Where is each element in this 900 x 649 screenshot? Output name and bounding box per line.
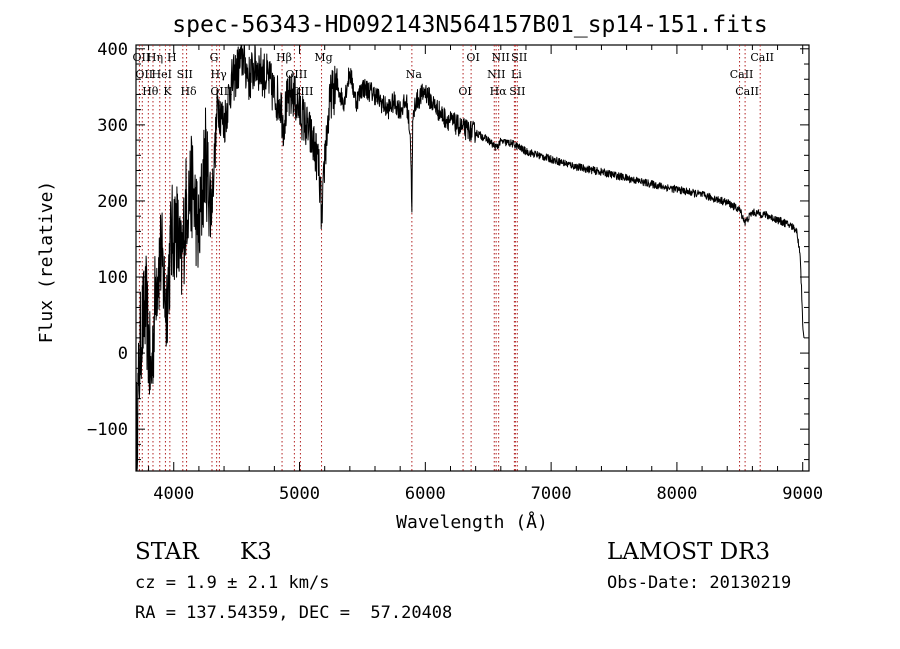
line-marker-label: OII: [135, 68, 153, 81]
spectrum-line: [135, 44, 805, 472]
line-marker-label: SII: [177, 68, 193, 81]
x-tick-label: 4000: [153, 484, 194, 504]
object-class: STAR: [135, 539, 199, 565]
line-marker-label: SII: [509, 85, 525, 98]
object-subclass: K3: [240, 539, 272, 565]
line-marker-label: Hη: [147, 51, 163, 64]
x-tick-label: 8000: [656, 484, 697, 504]
line-marker-label: K: [163, 85, 172, 98]
x-tick-label: 5000: [279, 484, 320, 504]
axis-ticks: 4000 5000 6000 7000 8000 9000 −100 0 100 200 300 40…: [87, 40, 823, 504]
coordinates: RA = 137.54359, DEC = 57.20408: [135, 603, 453, 623]
line-marker-label: Mg: [314, 51, 332, 64]
line-marker-label: CaII: [750, 51, 774, 64]
y-tick-label: 300: [97, 116, 128, 136]
chart-title: spec-56343-HD092143N564157B01_sp14-151.f…: [172, 12, 767, 38]
x-tick-label: 7000: [531, 484, 572, 504]
line-marker-label: H: [167, 51, 177, 64]
x-tick-label: 9000: [782, 484, 823, 504]
line-marker-label: OI: [466, 51, 479, 64]
line-marker-label: Hα: [490, 85, 508, 98]
data-layer: [135, 44, 805, 472]
plot-frame: [135, 44, 810, 472]
line-marker-label: Hθ: [142, 85, 159, 98]
line-marker-label: CaII: [730, 68, 754, 81]
line-marker-label: Hβ: [276, 51, 292, 64]
y-axis-label: Flux (relative): [36, 181, 57, 344]
y-tick-label: 0: [118, 344, 128, 364]
y-tick-label: 200: [97, 192, 128, 212]
x-tick-label: 6000: [405, 484, 446, 504]
line-marker-label: NII: [487, 68, 505, 81]
survey-name: LAMOST DR3: [607, 539, 771, 565]
line-marker-label-layer: OIIOIIHθHηHeIKHSIIHδGHγOIIIHβOIIIOIIIMgN…: [133, 51, 774, 98]
line-marker-label: OIII: [285, 68, 307, 81]
line-marker-label: Hδ: [180, 85, 197, 98]
line-marker-label: OI: [458, 85, 471, 98]
y-tick-label: −100: [87, 420, 128, 440]
line-marker-label: HeI: [152, 68, 172, 81]
line-marker-label: Li: [511, 68, 522, 81]
line-marker-label: OII: [133, 51, 151, 64]
redshift-text: cz = 1.9 ± 2.1 km/s: [135, 573, 330, 593]
y-tick-label: 400: [97, 40, 128, 60]
line-marker-label: Na: [406, 68, 423, 81]
line-marker-layer: [138, 45, 761, 471]
line-marker-label: NII: [492, 51, 510, 64]
line-marker-label: SII: [511, 51, 527, 64]
y-tick-label: 100: [97, 268, 128, 288]
obs-date: Obs-Date: 20130219: [607, 573, 792, 593]
line-marker-label: Hγ: [211, 68, 228, 81]
line-marker-label: CaII: [735, 85, 759, 98]
line-marker-label: OIII: [210, 85, 232, 98]
line-marker-label: G: [210, 51, 219, 64]
x-axis-label: Wavelength (Å): [396, 511, 548, 533]
